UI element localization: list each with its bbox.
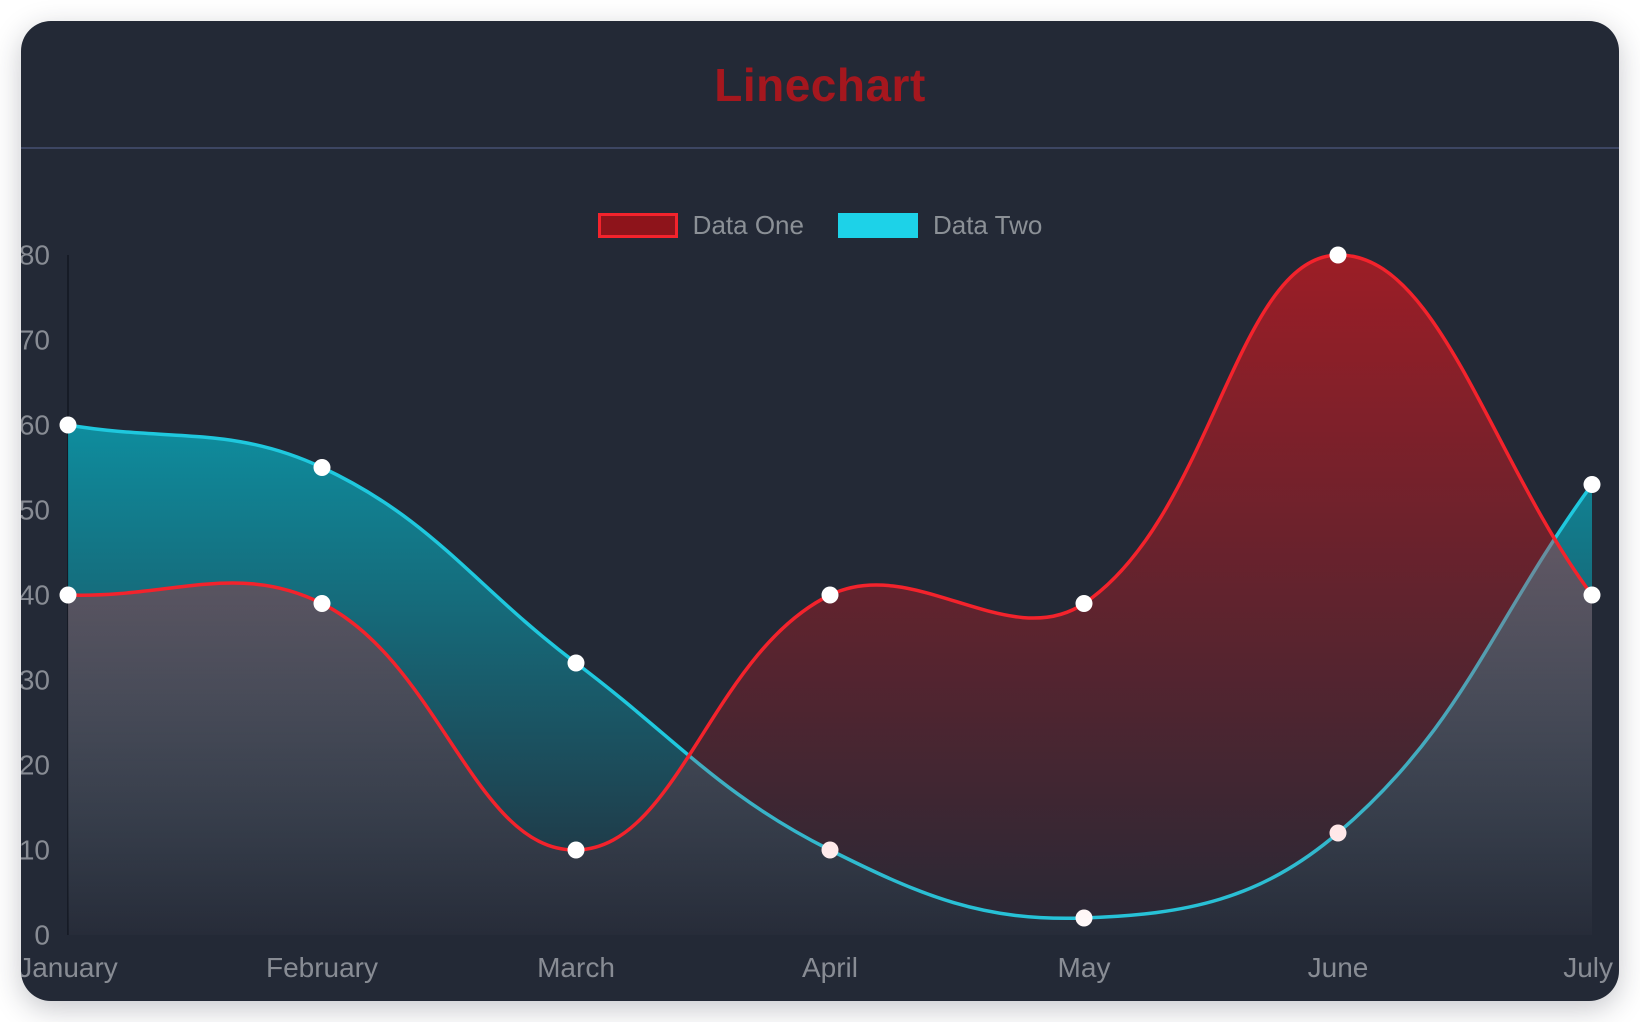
data-point-data-one-january[interactable]: [59, 586, 77, 604]
y-tick-label: 70: [21, 325, 50, 356]
x-tick-label: June: [1308, 952, 1369, 983]
x-tick-label: May: [1058, 952, 1111, 983]
y-tick-label: 80: [21, 240, 50, 271]
y-tick-label: 40: [21, 580, 50, 611]
data-point-data-one-february[interactable]: [313, 595, 331, 612]
legend-item-data-one[interactable]: Data One: [597, 210, 804, 241]
legend-item-data-two[interactable]: Data Two: [837, 210, 1043, 241]
legend: Data One Data Two: [21, 210, 1619, 241]
line-chart[interactable]: 0 10 20 30 40 50 60 70 80 January February March Apr…: [21, 21, 1619, 1001]
page-title: Linechart: [714, 59, 926, 111]
data-point-data-one-july[interactable]: [1583, 586, 1601, 604]
y-tick-label: 30: [21, 665, 50, 696]
data-point-data-two-january[interactable]: [59, 416, 77, 434]
data-point-data-two-july[interactable]: [1583, 476, 1601, 493]
data-point-data-one-april[interactable]: [821, 586, 839, 604]
y-tick-label: 50: [21, 495, 50, 526]
legend-label-data-two: Data Two: [932, 210, 1043, 240]
legend-swatch-data-two-icon: [837, 213, 918, 238]
data-point-data-one-march[interactable]: [567, 841, 585, 859]
line-data-one: [66, 253, 1594, 852]
x-tick-label: March: [537, 952, 615, 983]
y-tick-label: 10: [21, 835, 50, 866]
x-tick-label: February: [266, 952, 378, 983]
chart-card: Linechart Data One Data Two 0 10 20 30 40 50 6…: [21, 21, 1619, 1001]
area-data-one: [68, 254, 1592, 936]
legend-label-data-one: Data One: [692, 210, 804, 240]
legend-swatch-data-one-icon: [597, 213, 678, 238]
title-divider: [21, 147, 1619, 149]
data-point-data-one-june[interactable]: [1329, 246, 1347, 264]
y-tick-label: 60: [21, 410, 50, 441]
x-tick-label: April: [802, 952, 858, 983]
y-tick-label: 0: [34, 920, 50, 951]
x-tick-label: July: [1563, 952, 1613, 983]
data-point-data-one-may[interactable]: [1075, 595, 1093, 612]
data-point-data-two-march[interactable]: [567, 654, 585, 672]
data-point-data-two-february[interactable]: [313, 459, 331, 476]
x-tick-label: January: [21, 952, 118, 983]
y-tick-label: 20: [21, 750, 50, 781]
